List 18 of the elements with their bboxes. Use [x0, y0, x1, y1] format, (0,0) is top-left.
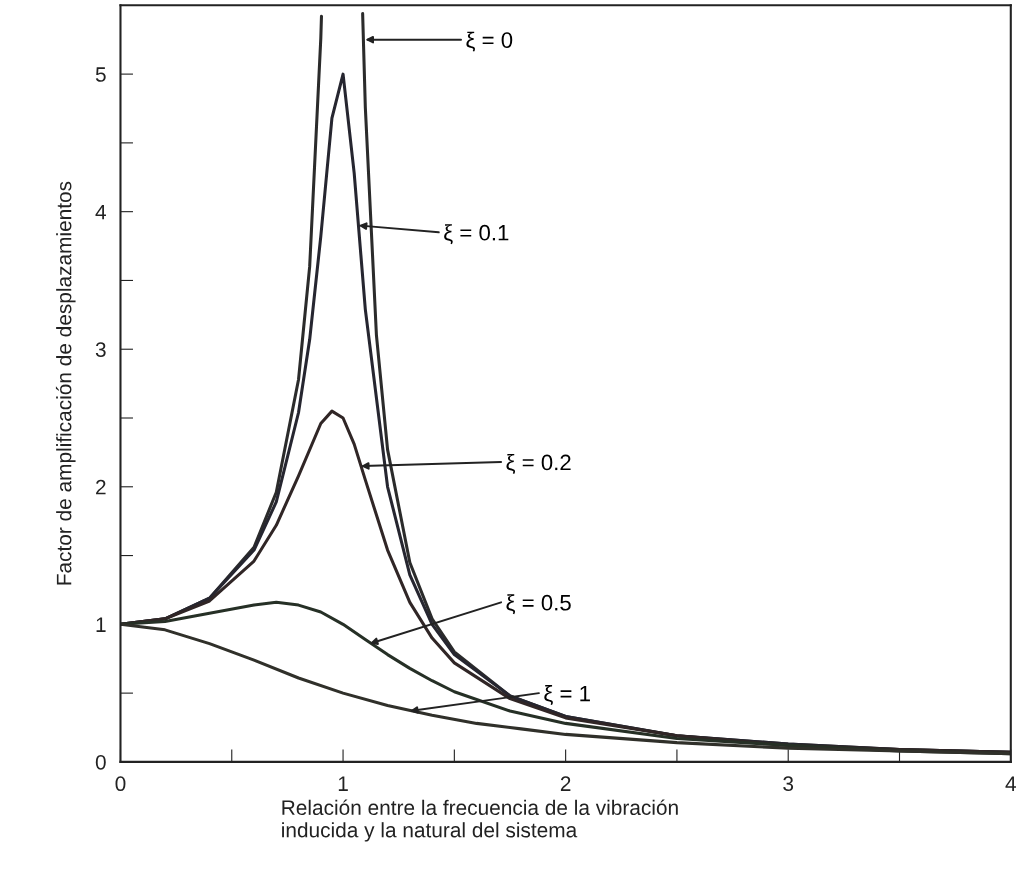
y-tick-label: 3	[95, 342, 106, 357]
x-tick-label: 4	[1005, 776, 1016, 791]
y-tick-label: 4	[95, 204, 106, 220]
y-axis-title: Factor de amplificación de desplazamientos	[55, 181, 76, 585]
y-tick-label: 0	[95, 754, 106, 770]
x-axis-title: Relación entre la frecuencia de la vibración inducida y la natural del sistema	[282, 799, 678, 842]
annotation: ξ = 1	[544, 685, 590, 706]
x-tick-label: 1	[338, 776, 348, 791]
annotation: ξ = 0.1	[444, 224, 509, 245]
annotation: ξ = 0.5	[506, 594, 571, 615]
annotation: ξ = 0.2	[506, 453, 571, 474]
x-tick-label: 0	[115, 776, 126, 792]
y-tick-label: 2	[96, 479, 106, 495]
x-tick-label: 2	[560, 776, 571, 791]
x-tick-label: 3	[783, 776, 794, 792]
y-tick-label: 5	[95, 67, 106, 82]
y-tick-label: 1	[96, 617, 106, 632]
annotation: ξ = 0	[466, 31, 513, 52]
